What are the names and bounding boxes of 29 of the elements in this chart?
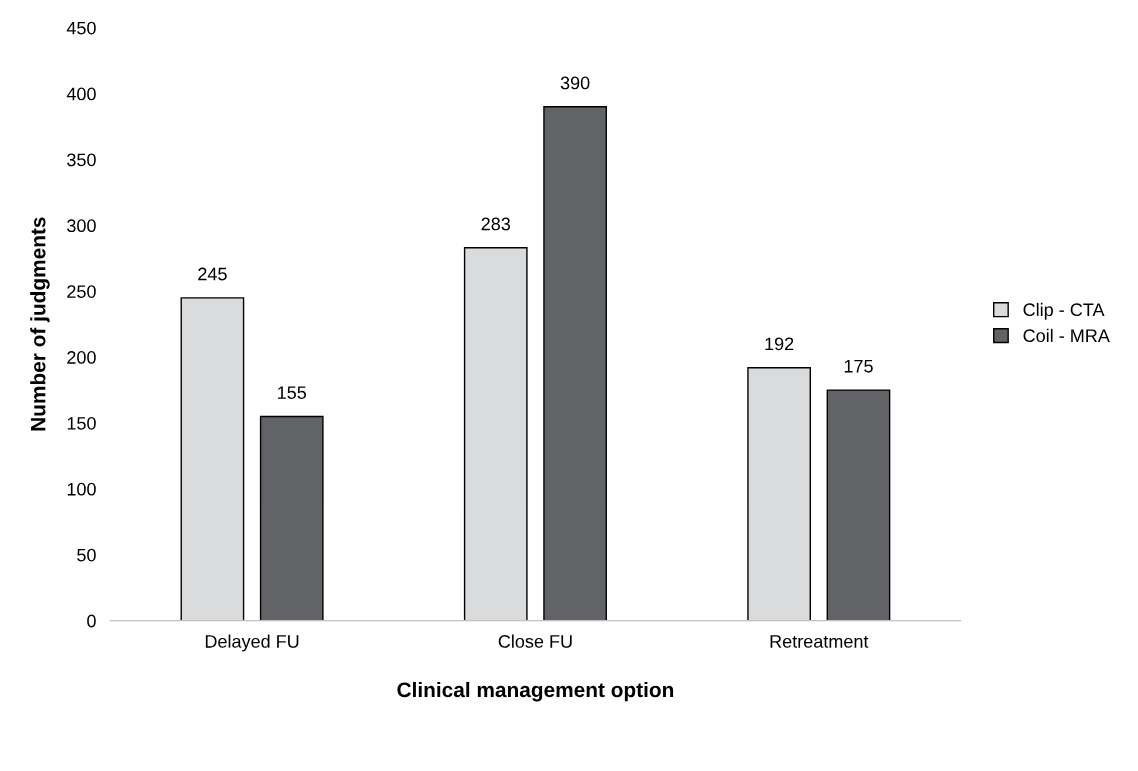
legend-label: Clip - CTA [1023, 302, 1105, 320]
data-label: 390 [560, 76, 590, 90]
x-axis-title: Clinical management option [397, 681, 674, 702]
y-tick-label: 100 [67, 482, 96, 496]
y-tick-label: 400 [66, 87, 96, 101]
bar [747, 366, 811, 621]
data-label: 245 [198, 267, 227, 281]
y-axis-title: Number of judgments [30, 217, 50, 431]
y-tick-label: 300 [67, 219, 96, 233]
legend-label: Coil - MRA [1023, 328, 1110, 343]
y-tick-label: 250 [67, 285, 96, 298]
data-label: 192 [765, 337, 794, 351]
x-tick-label: Delayed FU [205, 634, 299, 652]
bar [259, 415, 324, 621]
x-tick-label: Close FU [498, 634, 572, 648]
y-tick-label: 150 [67, 416, 96, 430]
y-tick-label: 200 [67, 351, 96, 364]
data-label: 283 [481, 217, 511, 231]
y-tick-label: 0 [87, 614, 96, 628]
bar [180, 297, 245, 621]
y-tick-label: 350 [67, 153, 96, 167]
data-label: 175 [844, 360, 873, 373]
y-tick-label: 450 [66, 21, 96, 35]
x-tick-label: Retreatment [770, 635, 869, 648]
y-tick-label: 50 [77, 548, 96, 562]
bar [463, 247, 528, 621]
data-label: 155 [278, 386, 307, 399]
bar [543, 106, 607, 621]
bar [826, 389, 891, 621]
